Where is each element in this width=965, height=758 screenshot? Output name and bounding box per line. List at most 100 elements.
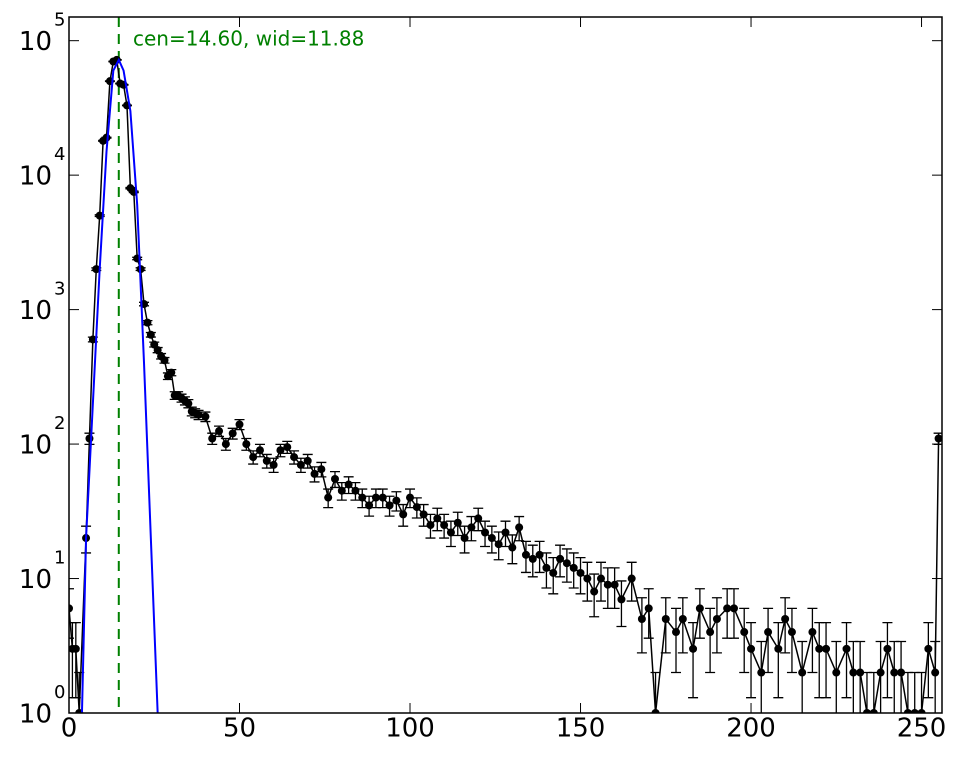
- error-bar: [694, 588, 705, 639]
- data-point: [249, 453, 258, 462]
- data-point: [508, 543, 517, 552]
- data-line: [69, 58, 940, 713]
- data-point: [290, 453, 299, 462]
- data-point: [160, 356, 169, 365]
- error-bar: [728, 588, 739, 639]
- data-point: [143, 318, 152, 327]
- error-bar: [671, 607, 682, 674]
- error-bar: [868, 671, 879, 713]
- error-bar: [875, 640, 886, 713]
- error-bar: [916, 671, 927, 713]
- data-point: [371, 493, 380, 502]
- axes-frame: [68, 16, 943, 714]
- data-point: [924, 644, 933, 653]
- data-point: [583, 574, 592, 583]
- data-point: [358, 493, 367, 502]
- y-tick-exponent: 4: [54, 144, 65, 165]
- error-bar: [841, 621, 852, 699]
- error-bar: [882, 621, 893, 699]
- data-point: [521, 550, 530, 559]
- error-bar: [756, 640, 767, 713]
- data-point: [556, 554, 565, 563]
- data-point: [269, 460, 278, 469]
- error-bar: [780, 597, 791, 654]
- error-bar: [831, 640, 842, 713]
- data-point: [787, 628, 796, 637]
- data-point: [392, 496, 401, 505]
- y-tick-label: 10: [19, 565, 52, 595]
- data-point: [351, 486, 360, 495]
- data-point: [255, 446, 264, 455]
- data-point: [876, 668, 885, 677]
- data-point: [378, 493, 387, 502]
- error-bar: [705, 607, 716, 674]
- y-tick-exponent: 2: [54, 413, 65, 434]
- error-bar: [807, 607, 818, 674]
- y-tick-label: 10: [19, 162, 52, 192]
- data-point: [296, 460, 305, 469]
- data-point: [729, 604, 738, 613]
- data-point: [798, 668, 807, 677]
- error-bar: [688, 621, 699, 699]
- data-point: [934, 434, 942, 443]
- data-point: [637, 615, 646, 624]
- data-point: [215, 427, 224, 436]
- error-bar: [773, 621, 784, 699]
- data-point: [856, 668, 865, 677]
- y-tick-label: 10: [19, 431, 52, 461]
- data-point: [712, 615, 721, 624]
- data-point: [276, 446, 285, 455]
- data-point: [706, 628, 715, 637]
- data-point: [201, 412, 210, 421]
- error-bar: [855, 640, 866, 713]
- data-point: [399, 510, 408, 519]
- data-point: [764, 628, 773, 637]
- data-point: [317, 465, 326, 474]
- data-point: [672, 628, 681, 637]
- error-bar: [616, 580, 627, 628]
- data-point: [487, 534, 496, 543]
- data-point: [242, 440, 251, 449]
- data-point: [549, 568, 558, 577]
- data-point: [695, 604, 704, 613]
- data-point: [689, 644, 698, 653]
- data-point: [433, 514, 442, 523]
- y-tick-exponent: 5: [54, 10, 65, 31]
- data-point: [324, 493, 333, 502]
- data-point: [757, 668, 766, 677]
- data-point: [467, 523, 476, 532]
- data-point: [194, 410, 203, 419]
- data-point: [832, 668, 841, 677]
- y-tick-exponent: 1: [54, 548, 65, 569]
- data-point: [440, 521, 449, 530]
- data-point: [535, 550, 544, 559]
- data-point: [883, 644, 892, 653]
- data-point: [774, 644, 783, 653]
- x-tick-label: 250: [897, 714, 947, 744]
- error-bar: [660, 597, 671, 654]
- data-point: [627, 574, 636, 583]
- data-point: [781, 615, 790, 624]
- data-point: [453, 518, 462, 527]
- data-point: [330, 474, 339, 483]
- data-point: [515, 523, 524, 532]
- data-point: [576, 568, 585, 577]
- data-point: [446, 528, 455, 537]
- error-bar: [650, 671, 661, 713]
- data-point: [596, 574, 605, 583]
- error-bar: [739, 607, 750, 674]
- data-point: [167, 368, 176, 377]
- data-point: [406, 493, 415, 502]
- error-bar: [930, 640, 941, 713]
- data-point: [808, 628, 817, 637]
- data-point: [283, 443, 292, 452]
- x-tick-label: 50: [223, 714, 256, 744]
- data-point: [474, 514, 483, 523]
- data-point: [822, 644, 831, 653]
- error-bar: [896, 640, 907, 713]
- data-point: [337, 486, 346, 495]
- plot-area: [69, 17, 942, 713]
- data-point: [153, 346, 162, 355]
- error-bar: [821, 621, 832, 699]
